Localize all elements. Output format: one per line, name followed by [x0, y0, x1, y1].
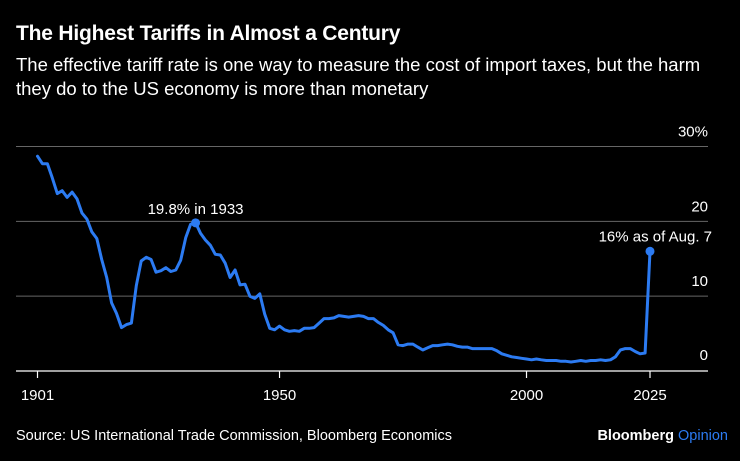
annotation-marker — [645, 246, 655, 256]
brand-suffix: Opinion — [678, 428, 728, 444]
brand-logo: Bloomberg Opinion — [597, 428, 728, 444]
chart-subtitle: The effective tariff rate is one way to … — [16, 54, 701, 99]
annotation-label: 19.8% in 1933 — [148, 201, 244, 218]
y-tick-label: 10 — [691, 273, 708, 290]
series-line-0 — [36, 154, 652, 364]
y-tick-label: 30% — [678, 124, 708, 141]
annotations: 19.8% in 1933 16% as of Aug. 7 — [148, 201, 712, 256]
annotation-marker — [191, 218, 201, 228]
series-layer — [36, 154, 652, 364]
y-tick-label: 0 — [700, 347, 708, 364]
axis-ticks: 0 10 20 30% 1901 1950 2000 2025 — [21, 124, 708, 405]
x-tick-label: 1901 — [21, 387, 54, 404]
brand-name: Bloomberg — [597, 428, 674, 444]
y-tick-label: 20 — [691, 198, 708, 215]
x-tick-label: 2000 — [510, 387, 543, 404]
annotation-label: 16% as of Aug. 7 — [599, 228, 712, 245]
source-note: Source: US International Trade Commissio… — [16, 428, 452, 444]
chart-title: The Highest Tariffs in Almost a Century — [16, 22, 401, 45]
x-tick-label: 2025 — [633, 387, 666, 404]
grid-lines — [16, 146, 708, 372]
x-tick-label: 1950 — [263, 387, 296, 404]
